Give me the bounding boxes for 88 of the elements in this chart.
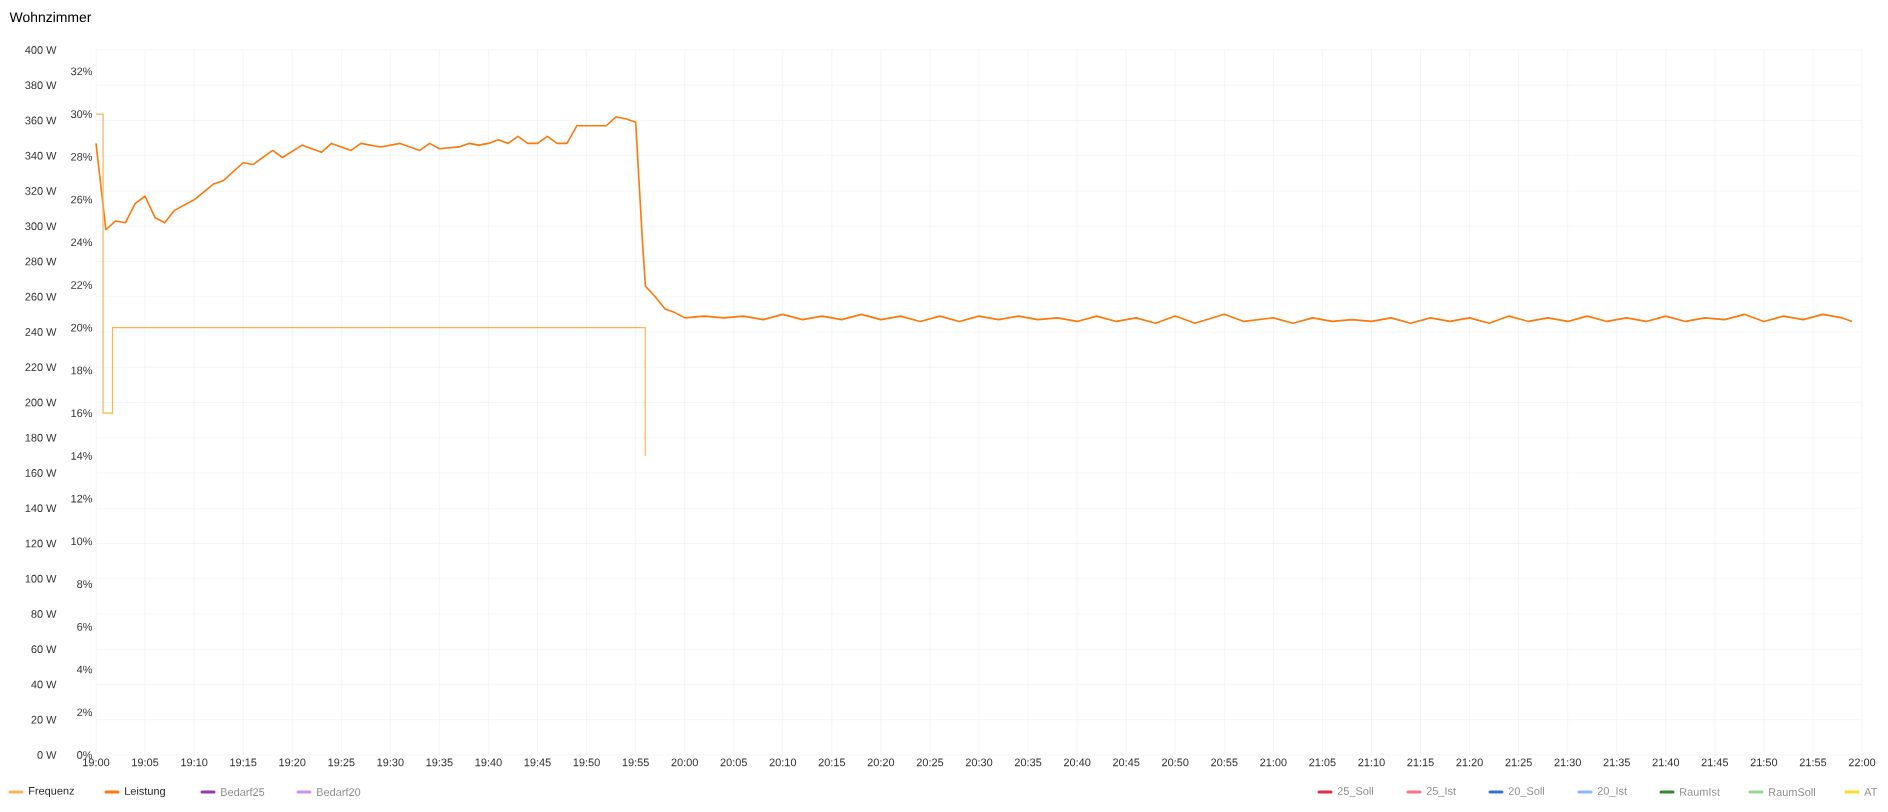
- y2-tick-label: 4%: [76, 665, 93, 674]
- x-tick-label: 21:15: [1407, 758, 1434, 767]
- legend-label: Bedarf25: [221, 787, 265, 797]
- y2-tick-label: 2%: [77, 708, 93, 717]
- y2-tick-label: 30%: [70, 110, 93, 118]
- x-tick-label: 21:55: [1799, 758, 1827, 767]
- x-tick-label: 20:10: [769, 758, 797, 767]
- x-tick-label: 21:00: [1260, 758, 1287, 767]
- y-tick-label: 220 W: [25, 363, 57, 372]
- y-tick-label: 0 W: [37, 751, 57, 759]
- legend-label: AT: [1864, 788, 1878, 796]
- x-tick-label: 20:55: [1211, 758, 1238, 767]
- x-tick-label: 19:05: [132, 758, 159, 767]
- y2-tick-label: 28%: [71, 152, 93, 161]
- x-tick-label: 21:25: [1505, 758, 1532, 767]
- y-tick-label: 280 W: [25, 257, 57, 266]
- y2-tick-label: 22%: [71, 281, 93, 289]
- x-tick-label: 19:10: [181, 758, 208, 767]
- x-tick-label: 20:45: [1113, 758, 1140, 767]
- legend-label: 25_Ist: [1426, 787, 1456, 797]
- legend-label: 25_Soll: [1337, 786, 1374, 798]
- y-tick-label: 40 W: [31, 680, 57, 689]
- x-tick-label: 22:00: [1848, 758, 1876, 767]
- x-tick-label: 21:20: [1456, 758, 1483, 767]
- y-tick-label: 340 W: [25, 151, 57, 160]
- y2-tick-label: 10%: [71, 537, 93, 546]
- x-tick-label: 19:20: [279, 758, 306, 767]
- y-tick-label: 140 W: [25, 504, 57, 513]
- y-tick-label: 260 W: [25, 292, 57, 301]
- x-tick-label: 19:00: [83, 758, 110, 767]
- y2-tick-label: 0%: [77, 751, 93, 759]
- chart-title: Wohnzimmer: [9, 11, 92, 23]
- y-tick-label: 60 W: [31, 645, 57, 654]
- line-series: [95, 113, 646, 457]
- y-tick-label: 120 W: [25, 539, 57, 548]
- y2-tick-label: 18%: [71, 366, 93, 375]
- y-tick-label: 240 W: [25, 328, 57, 336]
- x-tick-label: 20:15: [818, 758, 846, 767]
- y-tick-label: 100 W: [25, 574, 57, 583]
- x-tick-label: 19:15: [230, 758, 257, 767]
- x-tick-label: 20:50: [1162, 758, 1189, 767]
- y-tick-label: 300 W: [25, 222, 57, 231]
- y-tick-label: 200 W: [25, 398, 57, 407]
- legend-label: Leistung: [125, 786, 165, 798]
- x-tick-label: 21:35: [1603, 758, 1630, 767]
- y2-tick-label: 26%: [71, 195, 93, 204]
- y-tick-label: 20 W: [31, 715, 57, 724]
- x-tick-label: 20:35: [1014, 758, 1042, 767]
- x-tick-label: 20:05: [720, 758, 747, 767]
- legend-label: 20_Soll: [1508, 786, 1545, 798]
- x-tick-label: 20:40: [1063, 758, 1091, 767]
- x-tick-label: 19:35: [426, 758, 453, 767]
- y2-tick-label: 8%: [77, 580, 93, 588]
- x-tick-label: 21:05: [1309, 758, 1336, 767]
- x-tick-label: 19:25: [328, 758, 355, 767]
- legend-label: RaumIst: [1680, 788, 1720, 796]
- y-tick-label: 360 W: [25, 116, 57, 125]
- y2-tick-label: 32%: [70, 67, 93, 76]
- x-tick-label: 20:20: [867, 758, 895, 767]
- y2-tick-label: 14%: [71, 452, 93, 460]
- y2-tick-label: 12%: [71, 494, 93, 503]
- x-tick-label: 19:50: [573, 758, 600, 767]
- y-tick-label: 180 W: [25, 433, 57, 442]
- y-tick-label: 400 W: [25, 46, 57, 54]
- y-tick-label: 80 W: [31, 610, 57, 618]
- legend-label: Bedarf20: [317, 787, 361, 797]
- legend-label: RaumSoll: [1769, 787, 1815, 797]
- x-tick-label: 21:45: [1701, 758, 1729, 767]
- x-tick-label: 19:55: [622, 758, 649, 767]
- y2-tick-label: 16%: [71, 409, 93, 418]
- x-tick-label: 20:25: [916, 758, 944, 767]
- x-tick-label: 20:00: [671, 758, 698, 767]
- x-tick-label: 20:30: [965, 758, 993, 767]
- x-tick-label: 19:45: [524, 758, 551, 767]
- x-tick-label: 19:40: [475, 758, 502, 767]
- y-tick-label: 380 W: [25, 81, 57, 90]
- y-tick-label: 320 W: [25, 187, 57, 195]
- y2-tick-label: 24%: [71, 238, 93, 247]
- y-tick-label: 160 W: [25, 469, 57, 477]
- x-tick-label: 21:30: [1554, 758, 1581, 767]
- legend-label: Frequenz: [29, 787, 74, 797]
- x-tick-label: 21:50: [1750, 758, 1778, 767]
- y2-tick-label: 6%: [77, 622, 93, 631]
- x-tick-label: 21:40: [1652, 758, 1680, 767]
- x-tick-label: 19:30: [377, 758, 404, 767]
- x-tick-label: 21:10: [1358, 758, 1385, 767]
- legend-label: 20_Ist: [1597, 787, 1627, 797]
- y2-tick-label: 20%: [71, 323, 93, 332]
